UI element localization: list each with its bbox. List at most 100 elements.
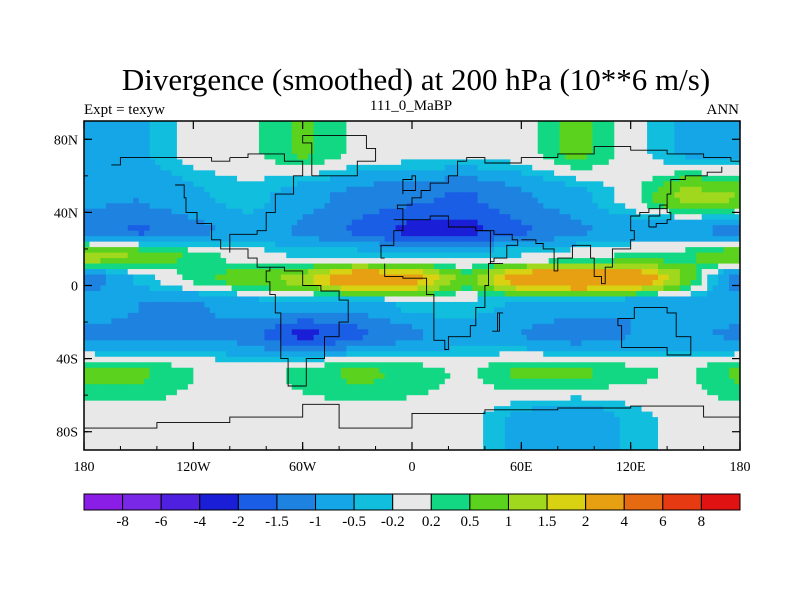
contour-cell xyxy=(554,241,560,248)
contour-cell xyxy=(138,192,145,199)
contour-cell xyxy=(417,126,424,133)
contour-cell xyxy=(718,329,724,336)
contour-cell xyxy=(94,170,101,177)
contour-cell xyxy=(586,285,593,292)
contour-cell xyxy=(193,126,200,133)
contour-cell xyxy=(231,186,238,193)
contour-cell xyxy=(477,219,484,226)
contour-cell xyxy=(209,214,216,221)
contour-cell xyxy=(510,230,517,237)
contour-cell xyxy=(428,236,435,243)
contour-cell xyxy=(330,131,336,138)
contour-cell xyxy=(690,241,697,248)
contour-cell xyxy=(340,197,347,204)
contour-cell xyxy=(204,263,211,270)
contour-cell xyxy=(483,307,489,314)
contour-cell xyxy=(111,252,118,259)
contour-cell xyxy=(373,142,380,149)
contour-cell xyxy=(619,203,626,210)
contour-cell xyxy=(570,247,577,253)
contour-cell xyxy=(412,263,418,270)
contour-cell xyxy=(171,307,178,314)
contour-cell xyxy=(346,153,353,160)
contour-cell xyxy=(444,340,451,347)
contour-cell xyxy=(122,175,129,182)
contour-cell xyxy=(477,197,484,204)
contour-cell xyxy=(155,164,161,171)
contour-cell xyxy=(521,126,528,133)
contour-cell xyxy=(182,214,189,221)
contour-cell xyxy=(291,225,298,232)
contour-cell xyxy=(220,296,227,303)
contour-cell xyxy=(422,121,429,127)
contour-cell xyxy=(433,181,440,188)
contour-cell xyxy=(554,230,560,237)
contour-cell xyxy=(433,312,440,319)
contour-cell xyxy=(668,142,675,149)
contour-cell xyxy=(690,280,697,286)
contour-cell xyxy=(696,208,703,215)
contour-cell xyxy=(105,197,112,204)
contour-cell xyxy=(111,290,118,297)
contour-cell xyxy=(308,121,314,127)
contour-cell xyxy=(351,225,358,232)
contour-cell xyxy=(171,186,178,193)
contour-cell xyxy=(532,192,539,199)
contour-cell xyxy=(127,263,134,270)
contour-cell xyxy=(548,329,555,336)
contour-cell xyxy=(351,290,358,297)
contour-cell xyxy=(324,334,331,341)
contour-cell xyxy=(723,153,730,160)
contour-cell xyxy=(395,164,402,171)
contour-cell xyxy=(455,164,462,171)
contour-cell xyxy=(368,159,375,166)
contour-cell xyxy=(182,170,189,177)
contour-cell xyxy=(701,153,708,160)
contour-cell xyxy=(258,230,265,237)
contour-cell xyxy=(258,290,265,297)
contour-cell xyxy=(586,192,593,199)
contour-cell xyxy=(248,219,254,226)
contour-cell xyxy=(258,252,265,259)
contour-cell xyxy=(690,175,697,182)
contour-cell xyxy=(679,290,686,297)
contour-cell xyxy=(668,280,675,286)
contour-cell xyxy=(674,274,681,281)
contour-cell xyxy=(357,345,364,352)
contour-cell xyxy=(537,142,544,149)
contour-cell xyxy=(100,192,107,199)
contour-cell xyxy=(663,186,670,193)
contour-cell xyxy=(160,192,167,199)
contour-cell xyxy=(559,219,566,226)
contour-cell xyxy=(127,269,134,275)
contour-cell xyxy=(477,290,484,297)
contour-cell xyxy=(335,170,342,177)
contour-cell xyxy=(286,345,293,352)
contour-cell xyxy=(499,175,506,182)
contour-cell xyxy=(105,252,112,259)
contour-cell xyxy=(182,263,189,270)
contour-cell xyxy=(248,252,254,259)
contour-cell xyxy=(204,131,211,138)
contour-cell xyxy=(658,301,664,308)
contour-cell xyxy=(193,312,200,319)
contour-cell xyxy=(559,186,566,193)
contour-cell xyxy=(658,280,664,286)
contour-cell xyxy=(647,241,653,248)
contour-cell xyxy=(701,164,708,171)
contour-cell xyxy=(264,186,271,193)
contour-cell xyxy=(532,318,539,325)
contour-cell xyxy=(330,148,336,155)
contour-cell xyxy=(275,170,282,177)
contour-cell xyxy=(406,290,413,297)
contour-cell xyxy=(253,192,260,199)
contour-cell xyxy=(690,252,697,259)
contour-cell xyxy=(581,192,588,199)
contour-cell xyxy=(171,280,178,286)
contour-cell xyxy=(565,290,571,297)
contour-cell xyxy=(723,280,730,286)
contour-cell xyxy=(428,252,435,259)
contour-cell xyxy=(592,301,599,308)
contour-cell xyxy=(729,197,735,204)
contour-cell xyxy=(444,148,451,155)
